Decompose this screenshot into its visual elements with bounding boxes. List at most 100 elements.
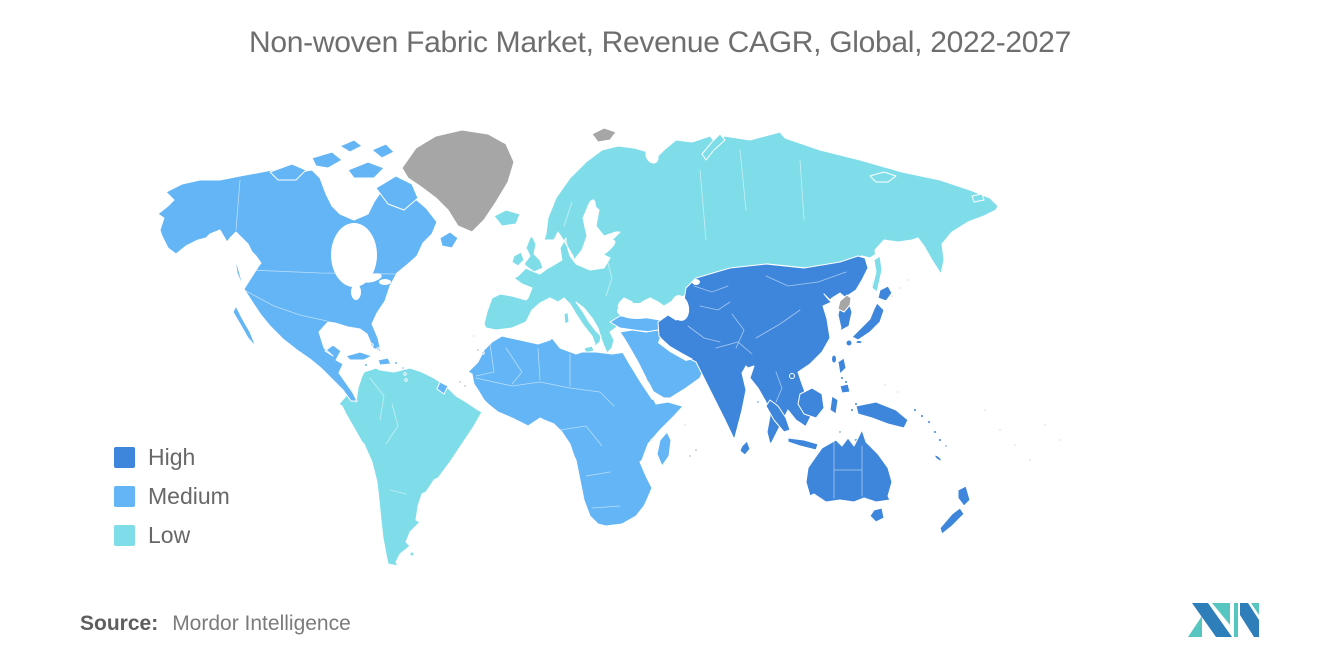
region-kuril-3 (906, 278, 910, 282)
region-new-zealand-north (957, 485, 971, 507)
legend-swatch-low (114, 525, 135, 546)
region-baffin-island (375, 175, 419, 211)
region-new-zealand-south (939, 507, 965, 535)
legend-label-medium: Medium (148, 483, 230, 509)
region-philippines-visayas-1 (840, 376, 844, 380)
region-seychelles (683, 423, 687, 427)
region-sulawesi (829, 395, 839, 415)
baltic-sea (588, 239, 616, 261)
region-philippines-mindanao (839, 383, 851, 394)
page-title: Non-woven Fabric Market, Revenue CAGR, G… (249, 26, 1071, 59)
caspian-sea (670, 295, 690, 321)
gulf-of-bothnia (584, 199, 596, 231)
region-moluccas-2 (854, 402, 858, 406)
regions-high (657, 255, 971, 535)
region-bali (838, 430, 842, 434)
region-pacific-1 (983, 408, 987, 412)
region-pacific-2 (998, 428, 1002, 432)
region-ireland (511, 251, 525, 267)
logo-blue-shapes (1192, 603, 1259, 637)
james-bay (351, 284, 361, 300)
region-australia (805, 429, 893, 503)
legend-item-low: Low (114, 522, 230, 548)
white-sea (645, 148, 659, 164)
region-asia-pacific-mainland (657, 255, 869, 445)
region-solomons-2 (920, 414, 924, 418)
region-taiwan (831, 354, 837, 364)
region-micronesia-1 (883, 383, 887, 387)
region-hispaniola (377, 357, 392, 366)
legend-label-high: High (148, 444, 196, 470)
region-madagascar (656, 431, 672, 467)
region-java (787, 437, 819, 451)
region-jamaica (364, 363, 368, 367)
legend-item-medium: Medium (114, 483, 230, 509)
world-map (157, 127, 1062, 567)
region-andaman (756, 400, 760, 404)
legend-swatch-medium (114, 486, 135, 507)
aral-sea (692, 279, 700, 285)
great-lakes-1 (362, 273, 382, 283)
legend-swatch-high (114, 447, 135, 468)
region-arctic-island-2 (311, 151, 343, 169)
region-arctic-island-3 (339, 139, 363, 153)
legend-item-high: High (114, 444, 230, 470)
region-pacific-4 (1028, 458, 1032, 462)
region-newfoundland (439, 231, 459, 249)
region-pacific-6 (1058, 438, 1062, 442)
region-antilles-1 (401, 366, 405, 370)
region-cape-verde-2 (463, 384, 467, 388)
region-new-guinea (855, 401, 909, 429)
source-label: Source: (80, 612, 159, 635)
region-japan-hokkaido (877, 285, 893, 302)
region-antilles-2 (403, 372, 407, 376)
region-svalbard (591, 127, 617, 143)
region-south-america (338, 367, 483, 567)
region-sicily (583, 345, 595, 354)
region-madeira (472, 334, 476, 338)
region-french-guiana (436, 381, 449, 395)
region-africa (467, 335, 686, 527)
region-vanuatu (933, 430, 937, 434)
region-micronesia-2 (896, 390, 900, 394)
region-pacific-5 (1043, 423, 1047, 427)
legend-label-low: Low (148, 522, 191, 548)
region-reunion (688, 454, 692, 458)
region-greenland (401, 129, 515, 233)
black-sea (617, 303, 657, 319)
region-philippines-luzon (837, 357, 847, 375)
map-legend: High Medium Low (114, 444, 230, 564)
region-new-caledonia (934, 454, 942, 462)
region-wrangel-island (971, 193, 985, 203)
region-comoros (650, 438, 654, 442)
region-fiji-1 (938, 438, 942, 442)
region-sumatra (765, 399, 791, 433)
region-pacific-3 (1013, 443, 1017, 447)
region-novaya-zemlya (701, 133, 726, 161)
source-line: Source: Mordor Intelligence (80, 612, 351, 636)
persian-gulf (658, 337, 693, 361)
region-antilles-3 (404, 378, 408, 382)
region-bahamas-1 (370, 343, 374, 347)
region-bahamas-2 (376, 347, 380, 351)
region-japan-shikoku (855, 340, 863, 344)
region-north-america (157, 165, 438, 402)
country-borders (235, 149, 863, 509)
region-fiji-2 (944, 444, 948, 448)
region-japan-kyushu (845, 339, 853, 347)
region-hainan (789, 373, 795, 379)
regions-nodata (401, 127, 1062, 462)
regions-low (338, 131, 999, 567)
region-canary-1 (476, 348, 480, 352)
sea-overlays (331, 148, 700, 400)
region-puerto-rico (394, 361, 398, 365)
region-victoria-island (347, 161, 385, 179)
great-lakes-2 (379, 279, 391, 285)
region-sakhalin (871, 255, 883, 293)
region-solomons-3 (927, 420, 931, 424)
red-sea (622, 350, 657, 400)
region-moluccas-1 (850, 408, 854, 412)
region-united-kingdom (523, 235, 544, 273)
region-solomons-1 (913, 408, 917, 412)
